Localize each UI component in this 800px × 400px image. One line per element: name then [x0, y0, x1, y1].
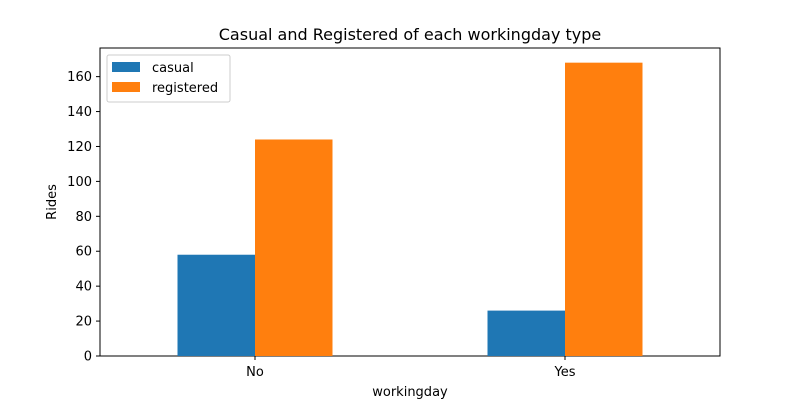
y-tick-label: 0 [84, 350, 92, 365]
legend-label-casual: casual [152, 61, 194, 76]
y-tick-label: 100 [67, 175, 92, 190]
y-tick-label: 80 [75, 210, 92, 225]
y-tick-label: 60 [75, 245, 92, 260]
bars-group [177, 62, 643, 357]
y-tick-label: 40 [75, 280, 92, 295]
bar-registered-yes [565, 62, 643, 357]
y-axis-label: Rides [45, 184, 60, 220]
legend: casual registered [106, 54, 231, 103]
legend-swatch-casual [112, 62, 140, 72]
bar-casual-no [177, 254, 255, 356]
bar-registered-no [255, 139, 333, 356]
plot-frame [99, 47, 721, 357]
bar-casual-yes [487, 310, 565, 356]
x-axis-ticks: No Yes [246, 356, 576, 380]
y-axis-ticks: 0 20 40 60 80 100 120 140 160 [67, 70, 100, 365]
legend-swatch-registered [112, 82, 140, 92]
x-tick-label: No [246, 365, 264, 380]
y-tick-label: 160 [67, 70, 92, 85]
y-tick-label: 20 [75, 315, 92, 330]
x-axis-label: workingday [372, 385, 448, 400]
plot-area: 0 20 40 60 80 100 120 140 160 No Yes [67, 47, 721, 380]
x-tick-label: Yes [554, 365, 576, 380]
legend-label-registered: registered [152, 81, 218, 96]
y-tick-label: 140 [67, 105, 92, 120]
y-tick-label: 120 [67, 140, 92, 155]
chart-title: Casual and Registered of each workingday… [219, 25, 601, 44]
